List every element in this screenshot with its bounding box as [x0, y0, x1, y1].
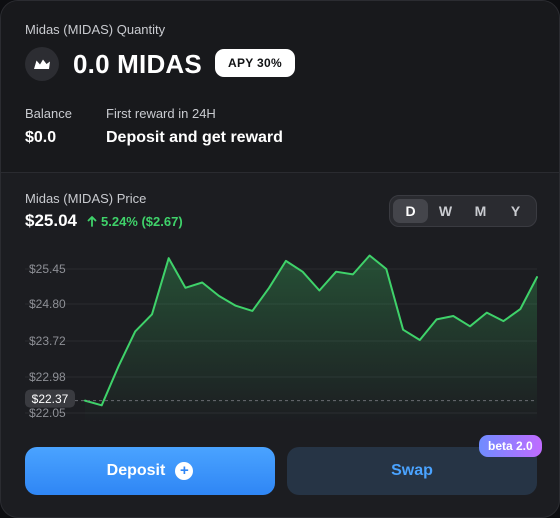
quantity-amount: 0.0 MIDAS	[73, 49, 202, 79]
current-price-marker: $22.37	[25, 389, 75, 408]
quantity-section: Midas (MIDAS) Quantity 0.0 MIDAS APY 30%…	[1, 1, 559, 173]
y-tick-label: $22.05	[29, 406, 66, 420]
y-tick-label: $25.45	[29, 262, 66, 276]
price-area	[85, 255, 537, 423]
time-range-selector: D W M Y	[389, 195, 537, 227]
range-month-button[interactable]: M	[474, 203, 487, 219]
y-tick-label: $24.80	[29, 297, 66, 311]
y-tick-label: $22.98	[29, 370, 66, 384]
arrow-up-icon	[87, 216, 97, 227]
price-value: $25.04	[25, 211, 77, 230]
price-change-text: 5.24% ($2.67)	[101, 214, 183, 229]
plus-circle-icon: +	[175, 462, 194, 480]
current-price-text: $22.37	[32, 392, 69, 406]
y-tick-label: $23.72	[29, 334, 66, 348]
swap-label: Swap	[391, 462, 433, 479]
reward-value: Deposit and get reward	[106, 129, 283, 146]
quantity-label: Midas (MIDAS) Quantity	[25, 22, 166, 37]
deposit-label: Deposit	[106, 462, 166, 479]
beta-badge: beta 2.0	[479, 435, 542, 457]
balance-value: $0.0	[25, 129, 57, 146]
price-chart: $25.45 $24.80 $23.72 $22.98 $22.05 $22.37	[25, 254, 538, 423]
range-day-button[interactable]: D	[393, 199, 428, 223]
balance-label: Balance	[25, 106, 72, 121]
midas-crown-icon	[25, 47, 59, 81]
range-week-button[interactable]: W	[438, 203, 453, 219]
apy-badge: APY 30%	[215, 49, 295, 77]
deposit-button[interactable]: Deposit +	[25, 447, 275, 495]
reward-label: First reward in 24H	[106, 106, 216, 121]
price-change: 5.24% ($2.67)	[87, 214, 183, 229]
price-line	[84, 254, 538, 407]
range-year-button[interactable]: Y	[510, 203, 521, 219]
price-label: Midas (MIDAS) Price	[25, 191, 147, 206]
